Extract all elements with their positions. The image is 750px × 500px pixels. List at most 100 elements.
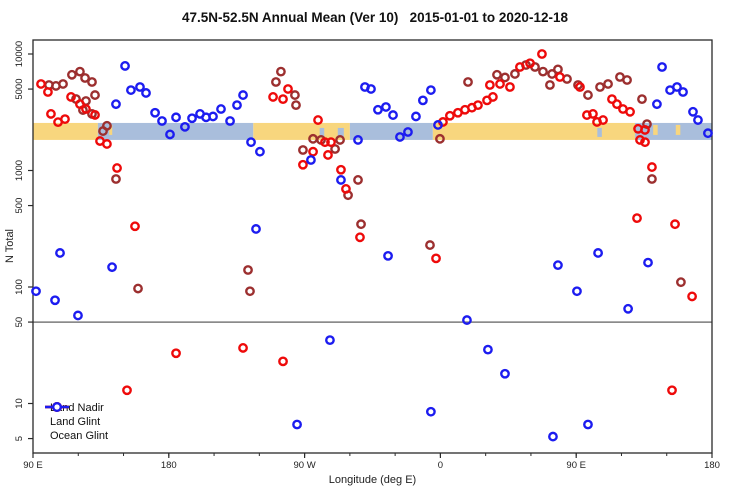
data-point: [612, 99, 622, 110]
x-tick-label: 90 E: [566, 460, 586, 471]
data-point: [251, 224, 261, 234]
data-point: [425, 85, 436, 95]
data-point: [157, 116, 167, 126]
data-point: [411, 111, 421, 122]
data-point: [126, 85, 136, 95]
data-point: [425, 240, 435, 250]
data-point: [433, 120, 443, 130]
island-mark: [675, 124, 681, 135]
data-point: [292, 419, 302, 430]
data-point: [572, 286, 582, 297]
data-point: [483, 344, 493, 355]
y-tick-label: 100: [14, 279, 25, 295]
data-point: [36, 79, 46, 89]
data-point: [80, 73, 90, 83]
legend: Land Nadir Land Glint Ocean Glint: [44, 401, 108, 443]
data-point: [395, 132, 405, 142]
series-ocean-glint: [31, 61, 713, 442]
data-point: [492, 69, 502, 80]
data-point: [50, 295, 60, 306]
data-point: [381, 102, 391, 112]
surface-band-segment-ocean: [97, 122, 254, 140]
data-point: [672, 82, 682, 92]
data-point: [67, 69, 77, 80]
data-point: [356, 219, 366, 230]
data-point: [366, 84, 376, 94]
x-tick-label: 90 E: [23, 460, 43, 471]
data-point: [595, 82, 605, 92]
data-point: [278, 356, 288, 367]
data-point: [90, 90, 100, 100]
data-point: [553, 64, 563, 75]
data-point: [435, 133, 445, 144]
data-point: [141, 88, 151, 98]
data-point: [111, 99, 121, 110]
data-point: [355, 232, 365, 243]
data-point: [623, 303, 634, 314]
data-point: [553, 260, 563, 271]
x-tick-label: 180: [704, 460, 720, 471]
data-point: [495, 79, 505, 89]
legend-label: Land Nadir: [50, 402, 104, 414]
data-point: [575, 82, 585, 92]
surface-band-segment-ocean: [349, 122, 433, 140]
data-point: [510, 69, 520, 79]
legend-item-ocean-glint: Ocean Glint: [44, 402, 109, 443]
data-point: [66, 92, 76, 102]
data-point: [122, 385, 132, 396]
data-point: [330, 144, 340, 154]
data-point: [500, 368, 510, 379]
data-point: [130, 221, 140, 232]
data-point: [693, 115, 703, 125]
data-point: [678, 87, 688, 97]
data-point: [640, 125, 650, 135]
data-point: [75, 66, 85, 77]
data-point: [276, 66, 286, 77]
data-point: [336, 175, 346, 185]
y-tick-label: 5000: [14, 78, 25, 99]
data-point: [298, 145, 308, 155]
data-point: [555, 72, 565, 82]
data-point: [505, 82, 515, 92]
legend-label: Ocean Glint: [50, 430, 109, 442]
data-point: [703, 128, 713, 139]
data-point: [463, 77, 473, 87]
data-point: [525, 58, 535, 69]
data-point: [637, 94, 647, 105]
data-point: [320, 137, 330, 148]
x-axis-label: Longitude (deg E): [328, 474, 417, 486]
data-point: [271, 77, 281, 87]
data-point: [232, 100, 242, 111]
data-point: [107, 262, 117, 273]
data-point: [43, 87, 53, 97]
data-point: [90, 110, 100, 120]
data-point: [547, 69, 557, 79]
data-point: [278, 94, 288, 105]
data-point: [500, 72, 510, 83]
data-point: [243, 265, 253, 275]
chart-title: 47.5N-52.5N Annual Mean (Ver 10) 2015-01…: [182, 10, 568, 25]
series-land-glint: [36, 49, 697, 396]
data-point: [306, 155, 316, 165]
data-point: [647, 162, 657, 172]
data-point: [216, 104, 226, 114]
plot-frame: [32, 39, 713, 454]
data-point: [336, 164, 346, 175]
data-point: [588, 109, 598, 119]
y-tick-label: 5: [14, 436, 25, 441]
x-tick-label: 180: [161, 460, 177, 471]
data-point: [403, 127, 413, 137]
legend-item-land-glint: Land Glint: [44, 402, 108, 429]
island-mark: [653, 124, 658, 135]
y-tick-label: 10000: [14, 41, 25, 67]
data-point: [325, 335, 335, 346]
data-point: [291, 100, 301, 111]
data-point: [603, 79, 613, 89]
data-point: [187, 113, 197, 124]
data-point: [290, 90, 300, 100]
data-point: [98, 126, 108, 136]
surface-band-segment-land: [253, 122, 350, 140]
lake-mark: [597, 127, 602, 137]
data-point: [245, 286, 255, 297]
data-point: [75, 99, 85, 110]
